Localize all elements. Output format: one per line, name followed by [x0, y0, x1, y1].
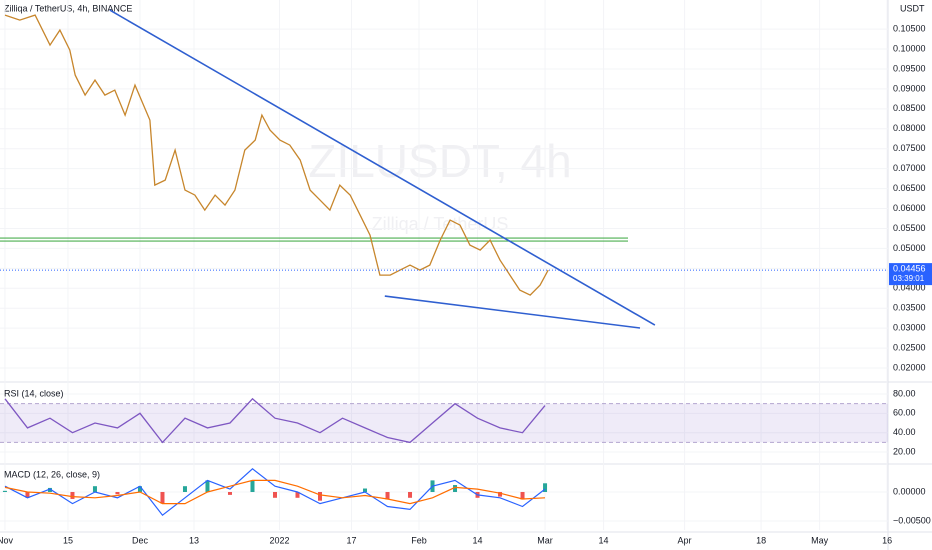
y-tick-label: 0.10500	[893, 23, 926, 33]
histogram-bar	[295, 491, 300, 498]
histogram-bar	[453, 485, 458, 492]
y-tick-label: 0.08500	[893, 103, 926, 113]
x-tick-label: 17	[347, 535, 357, 545]
histogram-bar	[137, 486, 142, 492]
histogram-bar	[272, 491, 277, 498]
y-tick-label: 0.07500	[893, 143, 926, 153]
trend-line	[384, 295, 641, 329]
histogram-bar	[250, 480, 255, 492]
watermark-sub: Zilliqa / TetherUS	[372, 214, 509, 234]
y-tick-label: 0.03000	[893, 323, 926, 333]
histogram-bar	[160, 491, 165, 504]
histogram-bar	[318, 491, 323, 501]
x-tick-label: 2022	[269, 535, 289, 545]
histogram-bar	[408, 491, 413, 498]
histogram-bar	[115, 491, 120, 495]
histogram-bar	[520, 491, 525, 500]
pane-title: MACD (12, 26, close, 9)	[4, 469, 100, 479]
y-tick-label: 0.08000	[893, 123, 926, 133]
y-tick-label: 20.00	[893, 446, 916, 456]
trend-line	[109, 9, 656, 326]
y-tick-label: 0.09000	[893, 83, 926, 93]
x-tick-label: 15	[63, 535, 73, 545]
macd-line	[4, 468, 546, 517]
y-tick-label: 0.04000	[893, 283, 926, 293]
price-line	[4, 397, 546, 444]
histogram-bar	[25, 491, 30, 498]
histogram-bar	[227, 491, 232, 495]
signal-line	[4, 479, 546, 505]
y-tick-label: 0.09500	[893, 63, 926, 73]
y-tick-label: 80.00	[893, 388, 916, 398]
y-tick-label: 0.05000	[893, 243, 926, 253]
x-tick-label: Apr	[678, 535, 692, 545]
y-tick-label: 0.02500	[893, 342, 926, 352]
x-tick-label: 14	[473, 535, 483, 545]
x-tick-label: Nov	[0, 535, 13, 545]
x-tick-label: May	[811, 535, 829, 545]
histogram-bar	[47, 487, 52, 492]
last-price-label: 0.04456	[893, 263, 926, 273]
last-price-box	[889, 263, 932, 286]
histogram-bar	[385, 491, 390, 500]
price-line	[4, 14, 549, 296]
x-tick-label: Feb	[411, 535, 427, 545]
x-tick-label: Dec	[132, 535, 149, 545]
histogram-bar	[498, 491, 503, 497]
x-tick-label: 14	[599, 535, 609, 545]
y-tick-label: 0.02000	[893, 362, 926, 372]
histogram-bar	[92, 486, 97, 492]
y-tick-label: 60.00	[893, 408, 916, 418]
y-tick-label: 0.10000	[893, 43, 926, 53]
y-tick-label: −0.00500	[893, 515, 931, 525]
x-tick-label: 18	[756, 535, 766, 545]
y-tick-label: 0.00000	[893, 486, 926, 496]
pane-title: RSI (14, close)	[4, 388, 64, 398]
histogram-bar	[205, 480, 210, 492]
x-tick-label: 16	[882, 535, 892, 545]
y-tick-label: 40.00	[893, 427, 916, 437]
y-tick-label: 0.03500	[893, 303, 926, 313]
y-tick-label: 0.06000	[893, 203, 926, 213]
histogram-bar	[70, 491, 75, 499]
currency: USDT	[900, 3, 925, 13]
histogram-bar	[182, 486, 187, 492]
y-tick-label: 0.05500	[893, 223, 926, 233]
countdown: 03:39:01	[893, 274, 925, 283]
y-tick-label: 0.07000	[893, 163, 926, 173]
histogram-bar	[2, 490, 7, 492]
histogram-bar	[543, 483, 548, 492]
x-tick-label: 13	[189, 535, 199, 545]
rsi-band	[0, 403, 888, 443]
histogram-bar	[363, 488, 368, 492]
watermark: ZILUSDT, 4h	[308, 135, 571, 187]
x-tick-label: Mar	[537, 535, 553, 545]
y-tick-label: 0.06500	[893, 183, 926, 193]
